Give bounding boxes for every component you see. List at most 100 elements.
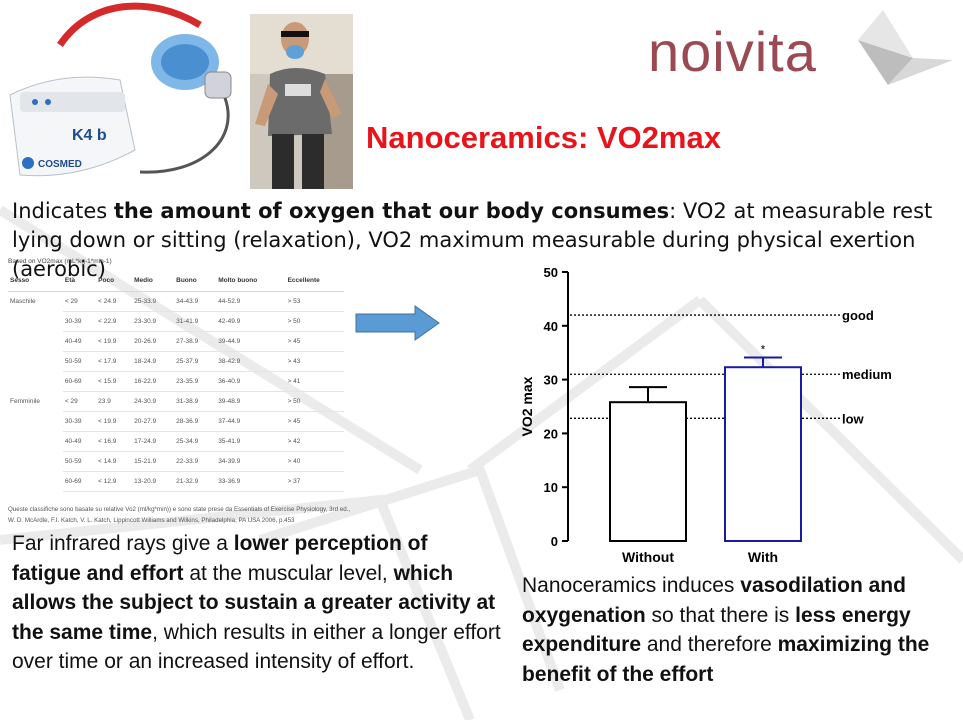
table-cell: 28-36.9: [174, 411, 217, 432]
table-cell: < 14.9: [96, 451, 133, 472]
table-cell: < 12.9: [96, 471, 133, 492]
table-cell: > 53: [285, 291, 344, 312]
table-cell: > 45: [285, 411, 344, 432]
right-bold-3: maximizing the benefit of the effort: [522, 633, 930, 686]
table-caption: Based on VO2max (mL*kg-1*min-1): [8, 258, 112, 265]
table-cell: 34-39.9: [216, 451, 286, 472]
reference-label-low: low: [842, 411, 865, 426]
logo-text: noivita: [648, 20, 817, 83]
table-cell: > 37: [285, 471, 344, 492]
table-row: 50-59 < 14.9 15-21.9 22-33.9 34-39.9 > 40: [8, 451, 344, 472]
x-category-label: With: [748, 549, 778, 565]
table-header-cell: Sesso: [8, 273, 63, 292]
table-cell: 60-69: [62, 371, 97, 392]
vo2-reference-table: Sesso Età Poco Medio Buono Molto buono Eccelle…: [8, 273, 344, 492]
x-category-label: Without: [622, 549, 674, 565]
table-cell: < 19.9: [96, 331, 133, 352]
table-cell: < 29: [62, 291, 97, 312]
table-cell: 40-49: [62, 431, 97, 452]
table-cell: [8, 472, 63, 492]
table-cell: < 16.9: [96, 431, 133, 452]
vo2-reference-table-panel: Based on VO2max (mL*kg-1*min-1) Sesso Età…: [8, 258, 350, 526]
table-footnote-line-2: W. D. McArdle, F.I. Katch, V. L. Katch, …: [8, 517, 295, 524]
significance-marker: *: [761, 343, 766, 357]
table-footnote-line-1: Queste classifiche sono basate su relati…: [8, 506, 351, 513]
table-row: 30-39 < 19.9 20-27.9 28-36.9 37-44.9 > 45: [8, 411, 344, 432]
table-cell: 27-38.9: [174, 331, 217, 352]
table-cell: 21-32.9: [174, 471, 217, 492]
far-infrared-paragraph: Far infrared rays give a lower perceptio…: [12, 529, 502, 677]
right-text-2: so that there is: [645, 603, 796, 627]
intro-text-1: Indicates: [12, 199, 114, 223]
table-header-row: Sesso Età Poco Medio Buono Molto buono Eccelle…: [8, 273, 344, 292]
vo2-analyzer-photo: K4 b COSMED: [9, 2, 232, 177]
table-cell: < 15.9: [96, 371, 133, 392]
table-cell: 50-59: [62, 351, 97, 372]
table-cell: [8, 412, 63, 432]
table-cell: > 42: [285, 431, 344, 452]
right-text-1: Nanoceramics induces: [522, 574, 741, 597]
table-cell: [8, 312, 63, 332]
y-tick-label: 20: [544, 426, 558, 441]
table-cell: [8, 352, 63, 372]
table-header-cell: Poco: [96, 273, 133, 292]
table-cell: 25-33.9: [132, 291, 175, 312]
table-cell: 33-36.9: [216, 471, 286, 492]
nanoceramics-paragraph: Nanoceramics induces vasodilation and ox…: [522, 571, 942, 689]
bar-without: [609, 401, 687, 542]
left-text-1: Far infrared rays give a: [12, 532, 234, 555]
table-cell: > 45: [285, 331, 344, 352]
table-cell: 37-44.9: [216, 411, 286, 432]
device-maker-label: COSMED: [38, 159, 82, 170]
table-cell: 20-26.9: [132, 331, 175, 352]
table-cell: 24-30.9: [132, 391, 175, 412]
table-row: Maschile < 29 < 24.9 25-33.9 34-43.9 44-52.9 >…: [8, 291, 344, 312]
left-bold-1: lower perception of fatigue and effort: [12, 532, 428, 585]
right-text-3: and therefore: [641, 633, 778, 656]
y-tick-label: 50: [544, 265, 558, 280]
y-tick-label: 30: [544, 373, 558, 388]
table-cell: Maschile: [10, 297, 36, 305]
table-cell: 15-21.9: [132, 451, 175, 472]
runner-photo: [250, 14, 353, 189]
table-header-cell: Età: [62, 273, 97, 292]
table-cell: 50-59: [62, 451, 97, 472]
table-row: 40-49 < 16.9 17-24.9 25-34.9 35-41.9 > 42: [8, 431, 344, 452]
table-cell: 20-27.9: [132, 411, 175, 432]
left-bold-2: which allows the subject to sustain a gr…: [12, 561, 496, 644]
table-cell: 30-39: [62, 411, 97, 432]
table-cell: > 50: [285, 391, 344, 412]
table-cell: 42-49.9: [216, 311, 286, 332]
table-cell: 39-44.9: [216, 331, 286, 352]
table-row: 60-69 < 12.9 13-20.9 21-32.9 33-36.9 > 37: [8, 471, 344, 492]
table-cell: Femminile: [10, 397, 40, 405]
table-row: 40-49 < 19.9 20-26.9 27-38.9 39-44.9 > 45: [8, 331, 344, 352]
y-tick-label: 0: [551, 534, 558, 549]
table-cell: 60-69: [62, 471, 97, 492]
table-row: 30-39 < 22.9 23-30.9 31-41.9 42-49.9 > 50: [8, 311, 344, 332]
table-cell: 44-52.9: [216, 291, 286, 312]
intro-bold-1: the amount of oxygen that our body consu…: [113, 199, 670, 223]
vo2max-bar-chart: 0 10 20 30 40 50 VO2 max good medium low Without * W…: [519, 265, 892, 565]
table-cell: < 22.9: [96, 311, 133, 332]
table-cell: 25-34.9: [174, 431, 217, 452]
table-cell: 23-30.9: [132, 311, 175, 332]
table-footnote: Queste classifiche sono basate su relati…: [8, 504, 448, 526]
table-cell: < 19.9: [96, 411, 133, 432]
table-cell: 16-22.9: [132, 371, 175, 392]
table-header-cell: Medio: [132, 273, 175, 292]
right-bold-1: vasodilation and oxygenation: [522, 574, 906, 627]
table-cell: [8, 432, 63, 452]
reference-label-medium: medium: [842, 367, 892, 382]
table-cell: 18-24.9: [132, 351, 175, 372]
bird-logo-icon: [858, 10, 953, 85]
intro-paragraph: Indicates the amount of oxygen that our …: [12, 197, 947, 284]
table-cell: 25-37.9: [174, 351, 217, 372]
table-cell: 23-35.9: [174, 371, 217, 392]
table-cell: > 43: [285, 351, 344, 372]
table-cell: 35-41.9: [216, 431, 286, 452]
table-cell: < 24.9: [96, 291, 133, 312]
device-brand-label: K4 b: [72, 127, 107, 144]
table-header-cell: Buono: [174, 273, 217, 292]
reference-label-good: good: [842, 308, 874, 323]
